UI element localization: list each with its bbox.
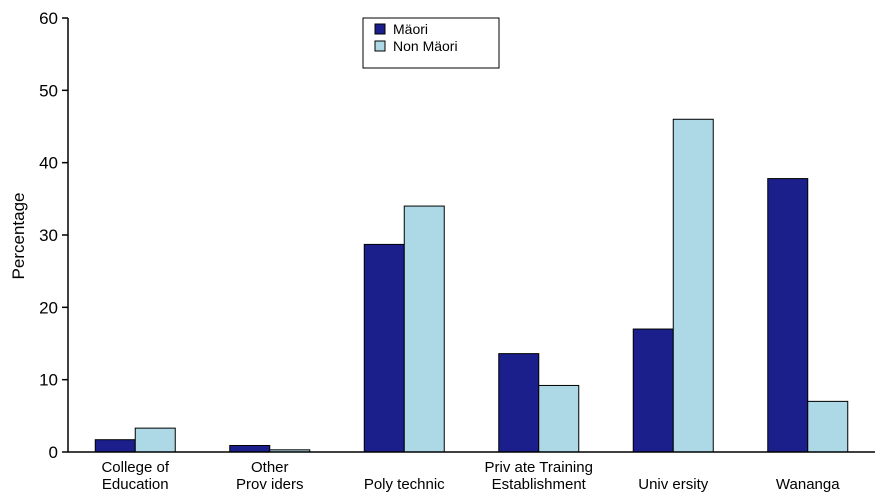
bar-maori [498, 353, 540, 453]
y-axis: 0 10 20 30 40 50 60 [39, 9, 69, 462]
bar-maori [363, 243, 405, 453]
y-axis-title: Percentage [9, 193, 28, 280]
bars-group [94, 118, 849, 453]
x-tick-label: Other Prov iders [236, 459, 304, 493]
x-tick-label: Univ ersity [638, 476, 709, 493]
y-tick-label: 60 [39, 9, 58, 28]
legend-label: Non Mäori [393, 38, 458, 54]
bar-maori [94, 439, 136, 453]
x-tick-label-line: Education [102, 476, 169, 493]
x-tick-label-line: Wananga [776, 476, 840, 493]
x-tick-label: Wananga [776, 476, 840, 493]
y-tick-label: 10 [39, 371, 58, 390]
bar-non-maori [403, 205, 445, 453]
x-axis: College of Education Other Prov iders Poly t… [68, 451, 875, 493]
legend-swatch-non-maori [374, 40, 386, 52]
x-tick-label: Poly technic [364, 476, 445, 493]
legend-swatch-maori [374, 23, 386, 35]
y-tick-label: 20 [39, 298, 58, 317]
x-tick-label-line: College of [101, 459, 169, 476]
x-tick-label-line: Univ ersity [638, 476, 709, 493]
bar-maori [229, 444, 271, 453]
bar-non-maori [538, 384, 580, 453]
bar-non-maori [807, 400, 849, 453]
legend-label: Mäori [393, 21, 428, 37]
bar-maori [767, 178, 809, 453]
legend-box [362, 17, 500, 69]
y-tick-label: 50 [39, 81, 58, 100]
bar-non-maori [134, 427, 176, 453]
x-tick-label-line: Prov iders [236, 476, 304, 493]
x-tick-label-line: Poly technic [364, 476, 445, 493]
x-tick-label: Priv ate Training Establishment [485, 459, 593, 493]
x-tick-label-line: Priv ate Training [485, 459, 593, 476]
x-tick-label-line: Other [251, 459, 289, 476]
bar-maori [632, 328, 674, 453]
y-tick-label: 40 [39, 154, 58, 173]
bar-non-maori [672, 118, 714, 453]
x-tick-label: College of Education [101, 459, 169, 493]
y-tick-label: 0 [49, 443, 58, 462]
y-tick-label: 30 [39, 226, 58, 245]
x-tick-label-line: Establishment [492, 476, 587, 493]
